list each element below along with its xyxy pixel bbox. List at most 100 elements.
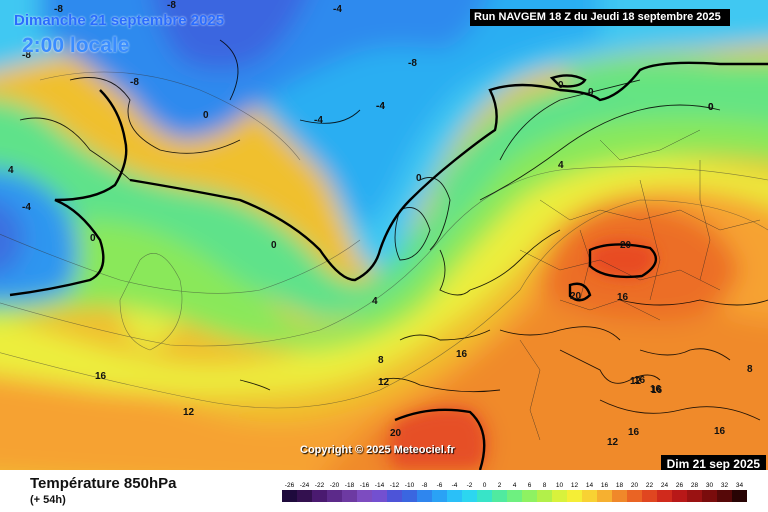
scale-swatch xyxy=(282,490,297,502)
scale-tick-label: -4 xyxy=(452,482,458,489)
contour-label: 16 xyxy=(634,375,646,386)
scale-tick-label: -14 xyxy=(375,482,385,489)
scale-swatch xyxy=(327,490,342,502)
scale-tick-label: -8 xyxy=(422,482,428,489)
contour-label: 12 xyxy=(607,437,619,448)
scale-swatch xyxy=(537,490,552,502)
scale-tick-label: -18 xyxy=(345,482,355,489)
contour-label: -4 xyxy=(333,4,342,15)
contour-label: 0 xyxy=(271,240,277,251)
contour-label: 4 xyxy=(558,160,564,171)
contour-label: 8 xyxy=(378,355,384,366)
scale-tick-label: 18 xyxy=(616,482,624,489)
contour-label: -4 xyxy=(376,101,385,112)
model-run-info: Run NAVGEM 18 Z du Jeudi 18 septembre 20… xyxy=(470,9,730,26)
scale-tick-label: 16 xyxy=(601,482,609,489)
contour-label: -4 xyxy=(314,115,323,126)
contour-label: 20 xyxy=(390,428,402,439)
contour-label: 4 xyxy=(372,296,378,307)
contour-label: 20 xyxy=(570,291,582,302)
scale-swatch xyxy=(507,490,522,502)
contour-label: -4 xyxy=(22,202,31,213)
lead-time: (+ 54h) xyxy=(30,494,66,506)
scale-swatch xyxy=(732,490,747,502)
contour-label: -8 xyxy=(167,0,176,11)
scale-swatch xyxy=(342,490,357,502)
contour-label: 16 xyxy=(456,349,468,360)
scale-swatch xyxy=(582,490,597,502)
scale-swatch xyxy=(432,490,447,502)
scale-swatch xyxy=(627,490,642,502)
contour-label: 16 xyxy=(95,371,107,382)
forecast-date-title: Dimanche 21 septembre 2025 xyxy=(14,12,225,29)
scale-swatch xyxy=(717,490,732,502)
contour-label: 0 xyxy=(203,110,209,121)
temperature-field xyxy=(0,0,768,470)
scale-tick-label: -6 xyxy=(437,482,443,489)
scale-swatch xyxy=(387,490,402,502)
scale-swatch xyxy=(687,490,702,502)
scale-tick-label: 14 xyxy=(586,482,594,489)
field-title: Température 850hPa xyxy=(30,475,177,492)
scale-tick-label: 6 xyxy=(528,482,532,489)
scale-tick-label: -16 xyxy=(360,482,370,489)
scale-swatch xyxy=(312,490,327,502)
scale-tick-label: 4 xyxy=(513,482,517,489)
contour-label: 20 xyxy=(620,240,632,251)
contour-label: 16 xyxy=(651,385,663,396)
contour-label: 12 xyxy=(378,377,390,388)
scale-swatch xyxy=(402,490,417,502)
contour-label: 0 xyxy=(708,102,714,113)
scale-swatch xyxy=(597,490,612,502)
scale-tick-label: 22 xyxy=(646,482,654,489)
contour-label: 12 xyxy=(183,407,195,418)
scale-swatch xyxy=(447,490,462,502)
scale-swatch xyxy=(357,490,372,502)
scale-tick-label: 30 xyxy=(706,482,714,489)
scale-tick-label: 32 xyxy=(721,482,729,489)
contour-label: 0 xyxy=(90,233,96,244)
scale-tick-label: -22 xyxy=(315,482,325,489)
scale-swatch xyxy=(462,490,477,502)
scale-tick-label: 0 xyxy=(483,482,487,489)
bold-isotherms xyxy=(9,61,768,470)
contour-label: 0 xyxy=(558,80,564,91)
contour-label: 16 xyxy=(650,384,662,395)
scale-tick-label: 12 xyxy=(571,482,579,489)
contour-label: -4 xyxy=(376,101,385,112)
scale-tick-label: -26 xyxy=(285,482,295,489)
scale-swatch xyxy=(477,490,492,502)
legend-footer: Température 850hPa (+ 54h) -26 -24 -22 -2 0 -… xyxy=(0,470,768,512)
scale-tick-label: 20 xyxy=(631,482,639,489)
scale-tick-label: 24 xyxy=(661,482,669,489)
contour-label: 16 xyxy=(617,292,629,303)
scale-tick-label: -24 xyxy=(300,482,310,489)
scale-tick-label: 8 xyxy=(543,482,547,489)
scale-tick-label: 34 xyxy=(736,482,744,489)
contour-label: 0 xyxy=(708,102,714,113)
contour-label: 12 xyxy=(630,376,642,387)
scale-swatch xyxy=(522,490,537,502)
scale-tick-label: -10 xyxy=(405,482,415,489)
scale-swatch xyxy=(417,490,432,502)
contour-label: -8 xyxy=(22,50,31,61)
scale-tick-label: 2 xyxy=(498,482,502,489)
contour-label: 16 xyxy=(714,426,726,437)
scale-tick-label: 26 xyxy=(676,482,684,489)
scale-swatch xyxy=(657,490,672,502)
forecast-time-title: 2:00 locale xyxy=(22,34,130,57)
contour-label: 16 xyxy=(628,427,640,438)
scale-swatch xyxy=(672,490,687,502)
isotherms xyxy=(0,71,768,409)
scale-tick-label: 10 xyxy=(556,482,564,489)
contour-label: -8 xyxy=(54,4,63,15)
scale-swatch xyxy=(297,490,312,502)
coastlines xyxy=(19,39,768,421)
scale-swatch xyxy=(372,490,387,502)
copyright-notice: Copyright © 2025 Meteociel.fr xyxy=(300,444,455,456)
scale-swatch xyxy=(492,490,507,502)
scale-tick-label: -2 xyxy=(467,482,473,489)
scale-swatch xyxy=(567,490,582,502)
scale-swatch xyxy=(552,490,567,502)
